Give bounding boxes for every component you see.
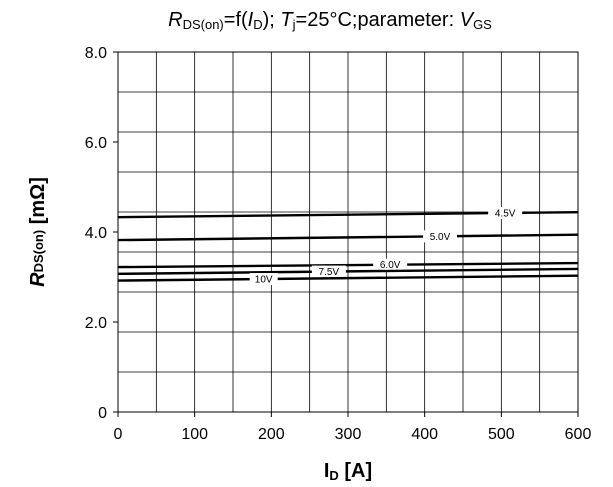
series-lines: 4.5V 5.0V 6.0V 7.5V 10V: [117, 206, 579, 286]
title-temp-text: =25°C;parameter:: [296, 9, 460, 31]
x-tick-label: 200: [258, 426, 285, 443]
x-tick-label: 500: [488, 426, 515, 443]
x-tick-label: 300: [335, 426, 362, 443]
series-line-7.5V: [117, 267, 579, 276]
series-label-5.0V: 5.0V: [430, 232, 451, 243]
series-line-10V: [117, 274, 579, 282]
y-axis-title-unit: [mΩ]: [27, 177, 49, 230]
series-label-bg: [488, 206, 523, 219]
title-v-symbol: V: [460, 9, 475, 31]
title-i-sub: D: [253, 17, 262, 32]
title-r-sub: DS(on): [183, 17, 224, 32]
series-label-bg: [423, 230, 457, 243]
x-axis-title-main: I: [324, 460, 330, 482]
x-axis-title-unit: [A]: [339, 460, 372, 482]
x-tick-label: 0: [114, 426, 123, 443]
y-axis-title-sub: DS(on): [31, 230, 46, 273]
title-r-symbol: R: [168, 9, 182, 31]
grid: [117, 51, 579, 413]
x-tick-label: 400: [411, 426, 438, 443]
x-tick-labels: 0 100 200 300 400 500 600: [114, 412, 592, 443]
chart-title: RDS(on)=f(ID); Tj=25°C;parameter: VGS: [168, 9, 492, 32]
y-tick-label: 6.0: [85, 135, 107, 152]
title-v-sub: GS: [473, 17, 492, 32]
series-line-5.0V: [117, 233, 579, 242]
y-axis-title: RDS(on) [mΩ]: [27, 177, 49, 287]
x-tick-label: 600: [565, 426, 592, 443]
series-line-6.0V: [117, 261, 579, 269]
y-axis-title-main: R: [27, 272, 49, 287]
y-tick-label: 4.0: [85, 225, 107, 242]
x-axis-title-sub: D: [329, 468, 338, 483]
y-tick-label: 8.0: [85, 45, 107, 62]
series-label-10V: 10V: [255, 275, 273, 286]
series-label-4.5V: 4.5V: [495, 208, 516, 219]
y-tick-label: 0: [98, 405, 107, 422]
title-func-close: );: [263, 9, 281, 31]
title-func-open: =f(: [224, 9, 248, 31]
x-axis-title: ID [A]: [324, 460, 372, 483]
y-tick-label: 2.0: [85, 315, 107, 332]
series-label-6.0V: 6.0V: [380, 260, 401, 271]
title-t-sub: j: [292, 17, 296, 32]
series-label-bg: [373, 258, 408, 271]
x-tick-label: 100: [181, 426, 208, 443]
title-t-symbol: T: [280, 9, 294, 31]
series-label-7.5V: 7.5V: [319, 267, 340, 278]
series-label-bg: [311, 265, 346, 278]
series-label-bg: [249, 273, 278, 286]
y-tick-labels: 0 2.0 4.0 6.0 8.0: [85, 45, 118, 422]
title-i-symbol: I: [248, 9, 254, 31]
